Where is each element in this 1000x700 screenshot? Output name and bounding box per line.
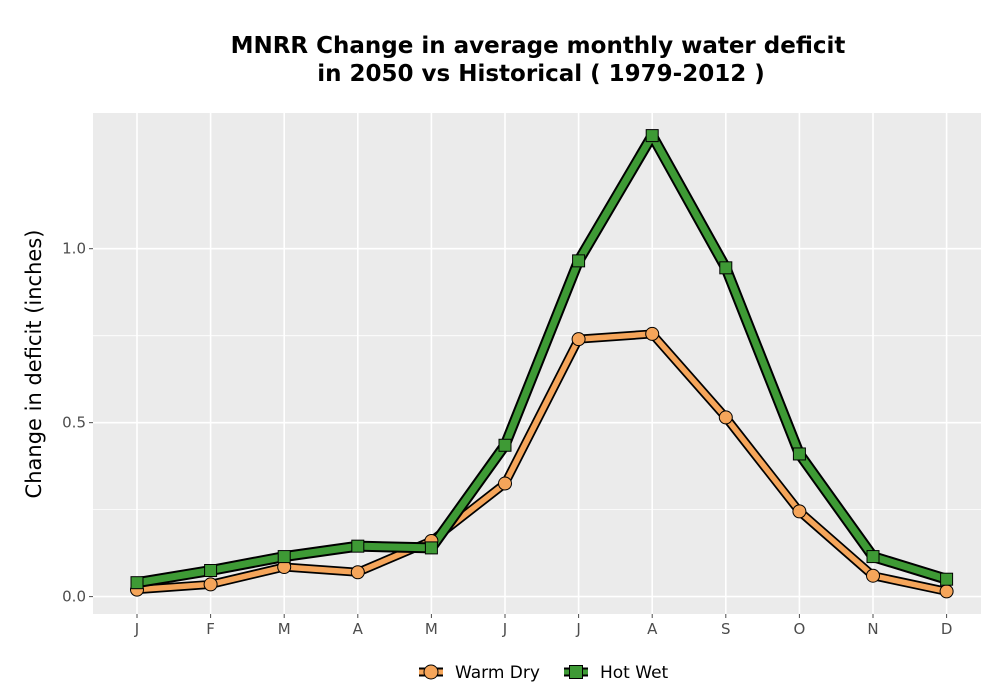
hot-wet-point [204,564,218,578]
x-tick-label: D [941,620,953,638]
hot-wet-point [351,539,365,553]
x-tick-label: S [721,620,731,638]
warm-dry-point [792,504,807,519]
legend-marker-hot-wet [569,665,583,679]
warm-dry-point [939,584,954,599]
x-tick-label: J [575,620,580,638]
x-tick-label: M [425,620,438,638]
x-tick-label: M [278,620,291,638]
legend-label-hot-wet: Hot Wet [600,663,669,683]
series-layer [130,129,954,599]
hot-wet-point [424,541,438,555]
warm-dry-line [134,331,950,595]
warm-dry-point [571,332,586,347]
legend-label-warm-dry: Warm Dry [455,663,540,683]
y-tick-label: 0.5 [62,414,86,432]
hot-wet-point [572,254,586,268]
legend-item-hot-wet: Hot Wet [564,663,669,683]
y-tick-label: 1.0 [62,240,86,258]
warm-dry-point [203,577,218,592]
legend-marker-warm-dry [423,664,439,680]
warm-dry-point [645,326,660,341]
y-axis-label: Change in deficit (inches) [22,230,46,499]
x-tick-label: J [134,620,139,638]
hot-wet-point [498,438,512,452]
gridlines [93,113,981,614]
legend: Warm Dry Hot Wet [419,663,669,683]
legend-item-warm-dry: Warm Dry [419,663,540,683]
hot-wet-point [866,550,880,564]
y-tick-label: 0.0 [62,588,86,606]
hot-wet-point [940,572,954,586]
warm-dry-point [350,565,365,580]
x-tick-label: J [502,620,507,638]
y-axis-ticks: 0.0 0.5 1.0 [62,240,93,606]
x-tick-label: A [353,620,364,638]
x-tick-label: A [647,620,658,638]
hot-wet-point [792,447,806,461]
x-tick-label: N [867,620,878,638]
warm-dry-point [718,410,733,425]
warm-dry-point [866,568,880,583]
chart-title-line-1: MNRR Change in average monthly water def… [231,33,846,59]
warm-dry-point [498,476,512,491]
hot-wet-point [645,129,659,143]
hot-wet-point [719,261,733,275]
x-tick-label: F [206,620,215,638]
hot-wet-point [130,576,144,590]
hot-wet-point [277,550,291,564]
chart-title-line-2: in 2050 vs Historical ( 1979-2012 ) [317,61,764,87]
hot-wet-line [133,132,951,587]
x-tick-label: O [793,620,805,638]
